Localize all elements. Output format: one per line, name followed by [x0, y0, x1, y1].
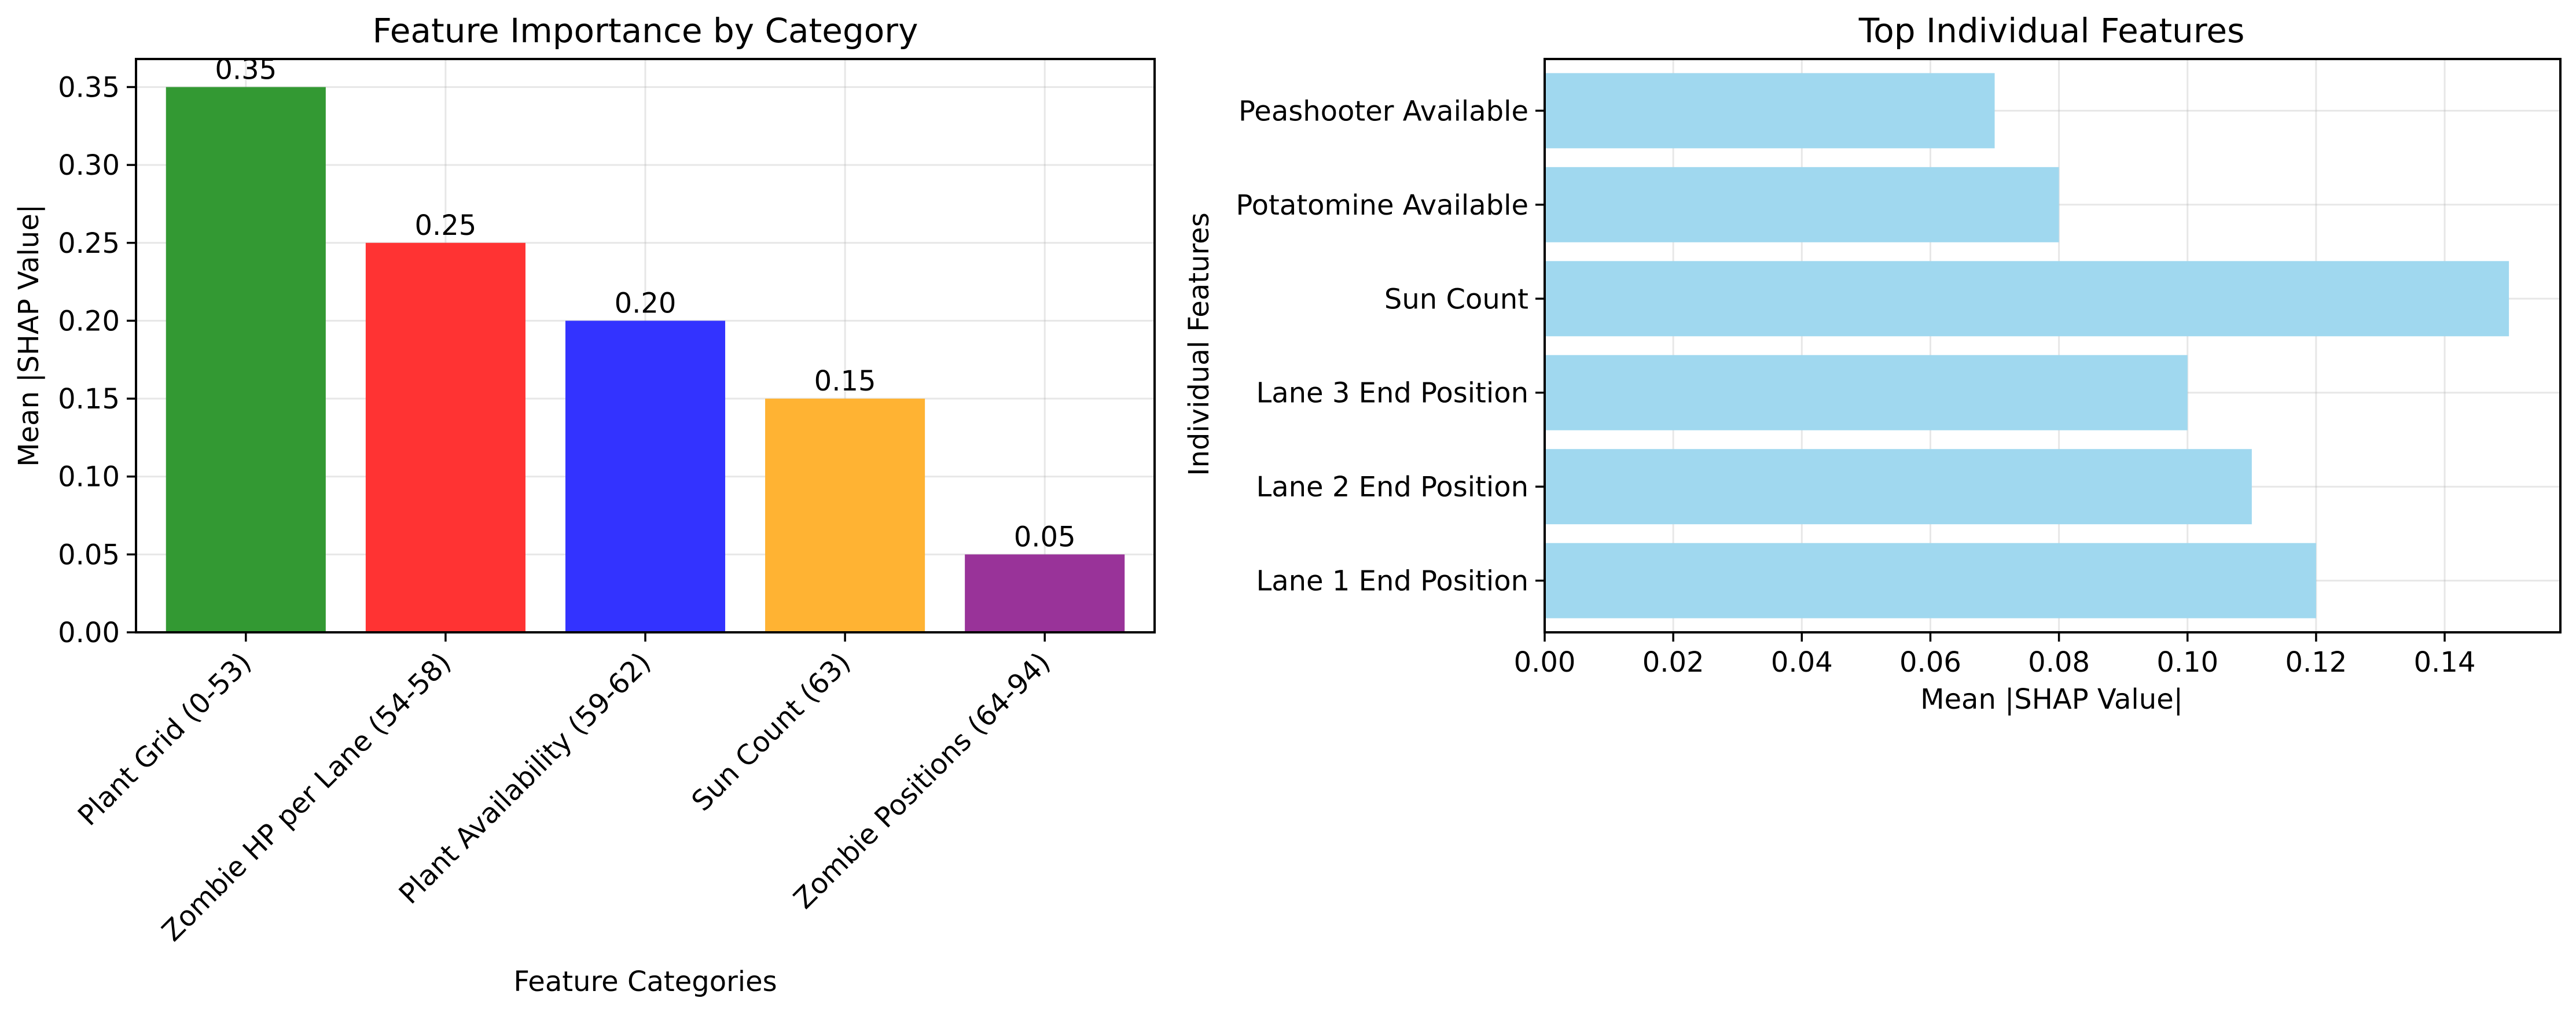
- chart2-y-tick-label: Lane 3 End Position: [1256, 377, 1528, 410]
- chart1-data-label: 0.05: [1014, 521, 1076, 553]
- top-features-chart: Top Individual Features Mean |SHAP Value…: [1183, 11, 2562, 716]
- chart1-x-axis-label: Feature Categories: [513, 966, 777, 998]
- chart2-x-tick-label: 0.02: [1642, 646, 1704, 679]
- chart1-y-tick-label: 0.05: [58, 539, 120, 571]
- chart1-y-tick-label: 0.20: [58, 305, 120, 337]
- chart1-title: Feature Importance by Category: [373, 11, 918, 50]
- chart1-y-axis-label: Mean |SHAP Value|: [13, 204, 45, 467]
- chart1-data-label: 0.25: [414, 209, 476, 242]
- chart2-y-tick-label: Potatomine Available: [1236, 189, 1528, 222]
- chart1-bar: [166, 87, 326, 632]
- chart2-x-axis-label: Mean |SHAP Value|: [1920, 683, 2183, 716]
- chart2-bar: [1545, 73, 1995, 149]
- chart2-title: Top Individual Features: [1858, 11, 2245, 50]
- chart1-bar: [965, 554, 1125, 632]
- chart2-plot-frame: [1544, 58, 2562, 633]
- chart2-y-tick-label: Peashooter Available: [1239, 95, 1528, 127]
- chart1-y-tick-label: 0.15: [58, 383, 120, 415]
- chart2-bar: [1545, 355, 2188, 430]
- chart2-bar: [1545, 167, 2059, 242]
- chart1-y-tick-label: 0.10: [58, 461, 120, 493]
- chart1-x-tick-label: Plant Grid (0-53): [72, 646, 258, 832]
- chart2-x-tick-label: 0.14: [2414, 646, 2476, 679]
- chart1-data-label: 0.20: [615, 287, 677, 319]
- chart2-y-tick-label: Lane 1 End Position: [1256, 565, 1528, 598]
- chart2-y-tick-label: Sun Count: [1384, 283, 1528, 315]
- chart2-y-axis-label: Individual Features: [1183, 212, 1215, 476]
- chart1-bar: [365, 242, 526, 632]
- chart1-bar: [565, 321, 726, 632]
- category-importance-chart: Feature Importance by Category Feature C…: [13, 11, 1156, 998]
- chart2-x-tick-label: 0.08: [2028, 646, 2090, 679]
- chart1-x-tick-label: Sun Count (63): [685, 646, 857, 817]
- chart1-y-tick-label: 0.35: [58, 71, 120, 104]
- chart2-bar: [1545, 543, 2316, 618]
- chart1-bar: [765, 399, 925, 632]
- chart1-data-label: 0.15: [814, 365, 876, 397]
- chart2-x-tick-label: 0.00: [1514, 646, 1576, 679]
- chart2-x-tick-label: 0.04: [1771, 646, 1833, 679]
- chart1-y-tick-label: 0.25: [58, 227, 120, 260]
- chart2-x-tick-label: 0.10: [2156, 646, 2218, 679]
- chart1-y-tick-label: 0.30: [58, 149, 120, 182]
- chart2-x-tick-label: 0.06: [1899, 646, 1961, 679]
- chart1-plot-frame: [135, 58, 1156, 633]
- chart2-x-tick-label: 0.12: [2285, 646, 2347, 679]
- chart2-bar: [1545, 261, 2509, 337]
- chart1-y-tick-label: 0.00: [58, 617, 120, 649]
- chart2-y-tick-label: Lane 2 End Position: [1256, 471, 1528, 503]
- chart2-bar: [1545, 449, 2252, 525]
